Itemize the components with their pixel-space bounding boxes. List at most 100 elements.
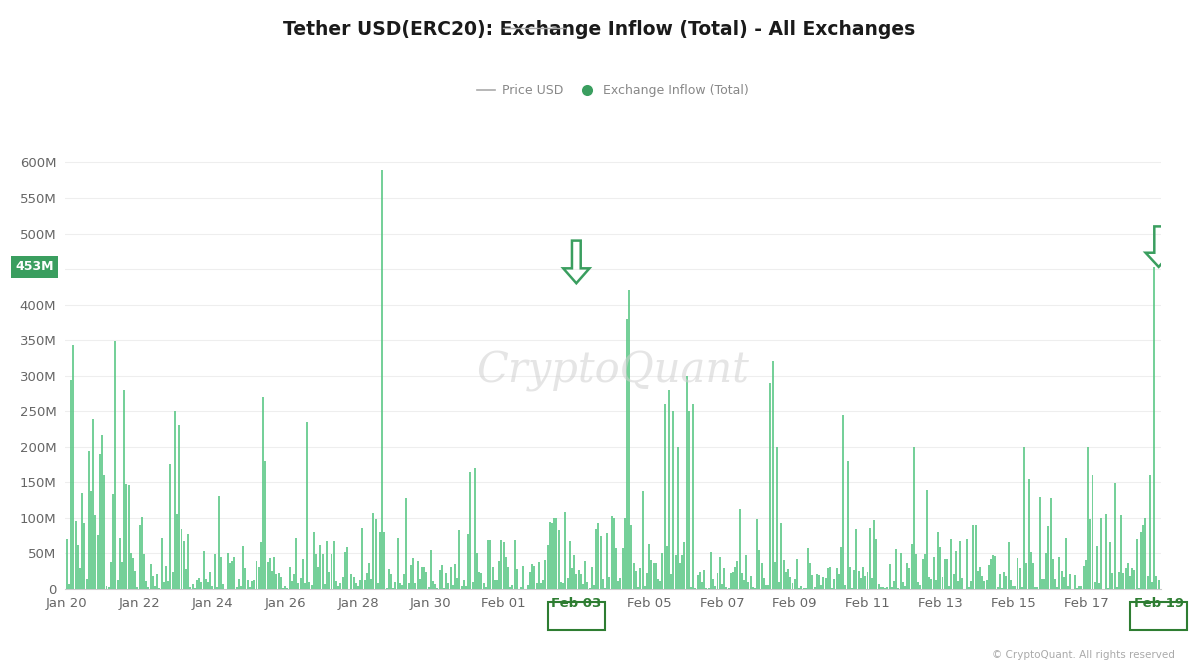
Bar bbox=[665, 546, 668, 589]
Bar bbox=[829, 568, 831, 589]
Bar bbox=[1070, 574, 1072, 589]
Bar bbox=[836, 568, 838, 589]
Bar bbox=[311, 585, 313, 589]
Bar bbox=[319, 545, 321, 589]
Bar bbox=[568, 542, 571, 589]
Bar bbox=[924, 554, 926, 589]
Bar bbox=[542, 580, 544, 589]
Text: © CryptoQuant. All rights reserved: © CryptoQuant. All rights reserved bbox=[992, 650, 1175, 660]
Bar bbox=[731, 572, 734, 589]
Bar bbox=[595, 528, 597, 589]
Bar bbox=[494, 580, 495, 589]
Bar bbox=[329, 572, 330, 589]
Bar bbox=[90, 491, 92, 589]
Bar bbox=[613, 518, 615, 589]
Bar bbox=[686, 376, 687, 589]
Bar bbox=[264, 461, 266, 589]
Bar bbox=[562, 583, 564, 589]
Bar bbox=[85, 579, 88, 589]
Bar bbox=[697, 575, 699, 589]
Bar bbox=[253, 580, 255, 589]
Bar bbox=[938, 532, 939, 589]
Bar bbox=[342, 577, 343, 589]
Bar bbox=[1074, 575, 1076, 589]
Bar bbox=[644, 585, 646, 589]
Bar bbox=[127, 485, 129, 589]
Bar bbox=[134, 571, 137, 589]
Bar bbox=[182, 541, 185, 589]
Bar bbox=[986, 580, 988, 589]
Bar bbox=[1025, 563, 1028, 589]
Bar bbox=[106, 586, 108, 589]
Bar bbox=[968, 587, 970, 589]
Bar bbox=[198, 578, 200, 589]
Bar bbox=[276, 574, 277, 589]
Bar bbox=[171, 572, 174, 589]
Bar bbox=[655, 563, 657, 589]
Bar bbox=[823, 577, 825, 589]
Bar bbox=[529, 572, 531, 589]
Bar bbox=[659, 581, 661, 589]
Bar bbox=[1017, 558, 1018, 589]
Bar bbox=[313, 532, 315, 589]
Bar bbox=[152, 576, 153, 589]
Bar bbox=[300, 577, 302, 589]
Bar bbox=[681, 555, 683, 589]
Bar bbox=[809, 563, 812, 589]
Bar bbox=[838, 574, 839, 589]
Bar bbox=[844, 585, 846, 589]
Bar bbox=[683, 542, 686, 589]
Bar bbox=[765, 585, 767, 589]
Bar bbox=[158, 588, 161, 589]
Bar bbox=[426, 572, 427, 589]
Bar bbox=[1131, 568, 1133, 589]
Bar bbox=[101, 436, 103, 589]
Bar bbox=[287, 588, 289, 589]
Bar bbox=[752, 587, 754, 589]
Bar bbox=[718, 558, 721, 589]
Bar bbox=[1048, 526, 1049, 589]
Bar bbox=[930, 579, 933, 589]
Bar bbox=[192, 584, 193, 589]
Bar bbox=[621, 548, 623, 589]
Bar bbox=[675, 555, 676, 589]
Bar bbox=[153, 586, 156, 589]
Bar bbox=[747, 582, 749, 589]
Bar bbox=[778, 582, 781, 589]
Bar bbox=[646, 573, 647, 589]
Bar bbox=[1127, 564, 1128, 589]
Bar bbox=[1133, 570, 1135, 589]
Bar bbox=[840, 548, 842, 589]
Bar bbox=[988, 565, 990, 589]
Bar bbox=[1140, 532, 1141, 589]
Text: CryptoQuant: CryptoQuant bbox=[476, 349, 749, 392]
Bar bbox=[602, 579, 604, 589]
Bar bbox=[271, 572, 273, 589]
Bar bbox=[815, 574, 818, 589]
Bar bbox=[812, 575, 813, 589]
Bar bbox=[1151, 582, 1153, 589]
Bar bbox=[893, 581, 894, 589]
Bar bbox=[1143, 524, 1144, 589]
Bar bbox=[801, 586, 802, 589]
Bar bbox=[951, 539, 952, 589]
Bar bbox=[143, 554, 145, 589]
Bar bbox=[344, 552, 345, 589]
Bar bbox=[114, 341, 116, 589]
Bar bbox=[439, 570, 440, 589]
Bar bbox=[306, 422, 308, 589]
Bar bbox=[289, 568, 290, 589]
Bar bbox=[701, 581, 703, 589]
Bar bbox=[789, 577, 791, 589]
Bar bbox=[571, 568, 573, 589]
Bar bbox=[1096, 546, 1098, 589]
Bar bbox=[187, 534, 189, 589]
Bar bbox=[540, 583, 542, 589]
Bar bbox=[820, 585, 823, 589]
Bar bbox=[663, 404, 665, 589]
Bar bbox=[71, 381, 72, 589]
Bar bbox=[209, 572, 211, 589]
Bar bbox=[137, 587, 138, 589]
Bar bbox=[1065, 538, 1067, 589]
Bar bbox=[657, 579, 659, 589]
